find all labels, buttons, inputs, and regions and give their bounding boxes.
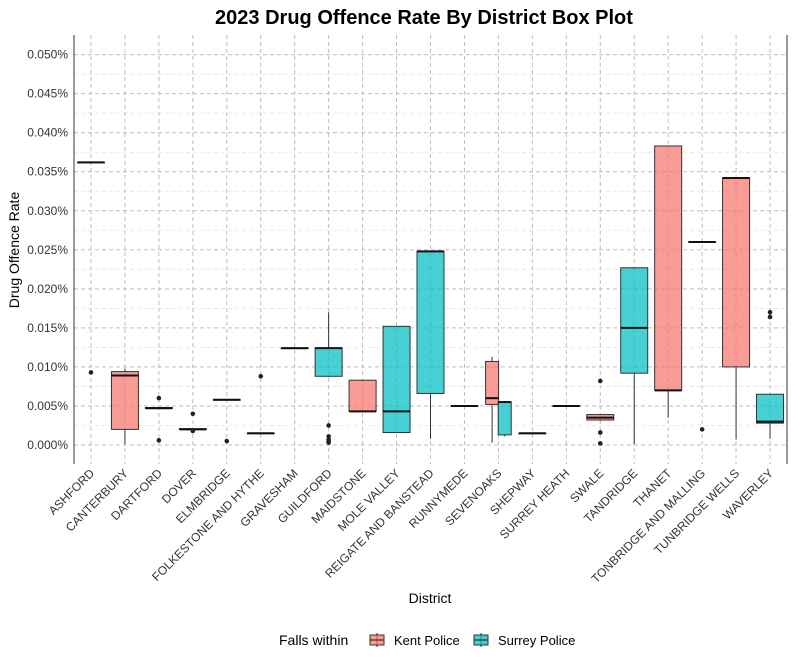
y-tick-label: 0.040% [27,126,68,140]
box-tandridge-surrey [620,267,649,445]
iqr-box [722,177,751,368]
outlier-point [326,440,331,445]
outlier-point [699,427,705,432]
box-shepway-kent [518,432,547,435]
iqr-box [314,347,343,377]
box-runnymede-surrey [450,404,479,407]
y-axis-label: Drug Offence Rate [6,192,22,309]
y-tick-label: 0.000% [27,438,68,452]
box-mole-valley-surrey [382,325,411,434]
legend-label-kent: Kent Police [394,633,460,648]
legend-key-surrey [473,633,489,647]
iqr-box [620,267,649,374]
box-sevenoaks-kent [485,356,500,443]
iqr-box [654,145,683,391]
outlier-point [767,314,773,320]
box-dartford-kent [144,395,173,443]
outlier-point [156,438,162,443]
y-tick-label: 0.010% [27,360,68,374]
box-surrey-heath-surrey [552,404,581,407]
box-folkestone-and-hythe-kent [246,373,275,435]
box-thanet-kent [654,145,683,418]
outlier-point [258,373,264,379]
box-reigate-and-banstead-surrey [416,250,445,439]
y-tick-label: 0.005% [27,399,68,413]
legend: Falls within Kent Police Surrey Police [279,632,575,648]
outlier-point [767,309,773,315]
iqr-box [485,360,500,405]
box-tonbridge-and-malling-kent [688,240,717,432]
outlier-point [597,378,603,384]
y-tick-label: 0.020% [27,282,68,296]
iqr-box [497,401,512,436]
box-layer [76,145,785,446]
x-axis-label: District [409,590,452,606]
y-tick-label: 0.045% [27,87,68,101]
legend-title: Falls within [279,632,348,648]
outlier-point [224,438,230,444]
y-tick-label: 0.035% [27,165,68,179]
box-canterbury-kent [110,368,139,445]
box-ashford-kent [76,161,105,375]
box-dover-kent [178,411,207,434]
box-swale-kent [586,378,615,446]
y-tick-label: 0.050% [27,48,68,62]
outlier-point [326,423,331,428]
box-maidstone-kent [348,379,377,413]
outlier-point [190,411,196,417]
outlier-point [88,370,94,375]
box-sevenoaks-surrey [497,401,512,437]
outlier-point [597,430,603,435]
box-gravesham-kent [280,347,309,350]
x-tick-labels: ASHFORDCANTERBURYDARTFORDDOVERELMBRIDGEF… [46,466,776,586]
y-tick-label: 0.015% [27,321,68,335]
iqr-box [110,371,139,430]
iqr-box [756,393,785,424]
box-guildford-surrey [314,312,343,445]
iqr-box [348,379,377,412]
y-tick-labels: 0.000% 0.005% 0.010% 0.015% 0.020% 0.025% 0.03… [27,48,68,452]
iqr-box [416,250,445,394]
chart-title: 2023 Drug Offence Rate By District Box P… [215,7,633,29]
outlier-point [190,428,196,434]
box-tunbridge-wells-kent [722,176,751,440]
outlier-point [156,395,162,401]
y-tick-label: 0.030% [27,204,68,218]
box-elmbridge-surrey [212,398,241,444]
legend-label-surrey: Surrey Police [498,633,575,648]
legend-key-kent [369,633,385,647]
y-tick-label: 0.025% [27,243,68,257]
box-waverley-surrey [756,309,785,439]
iqr-box [382,325,411,434]
outlier-point [597,441,603,446]
